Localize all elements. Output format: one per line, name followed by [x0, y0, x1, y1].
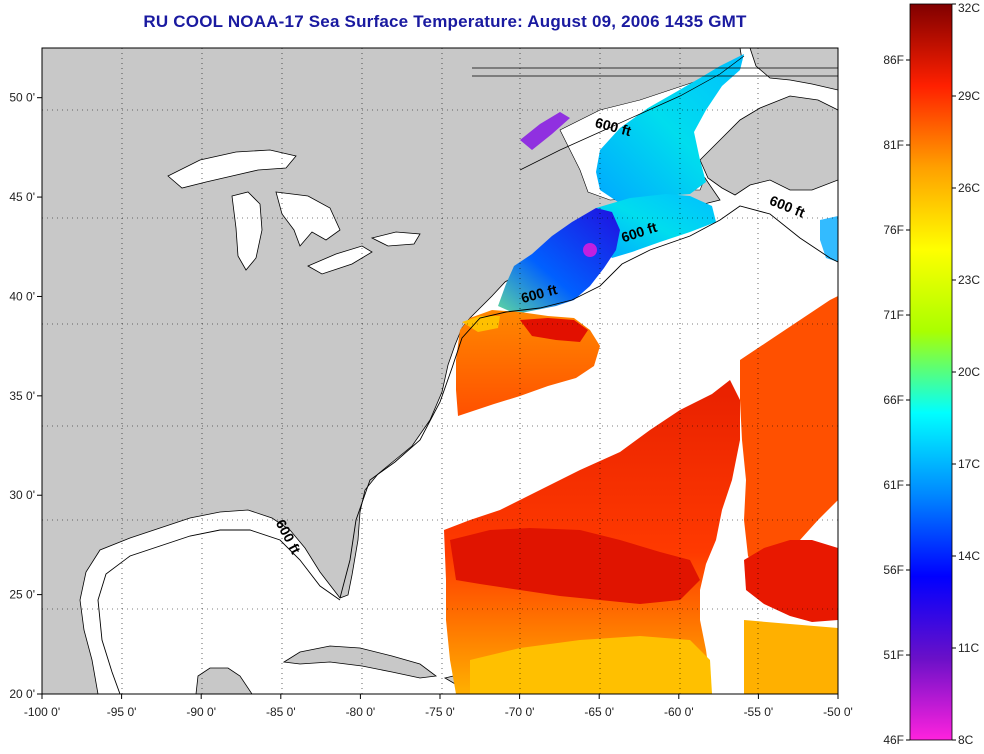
lake-michigan — [231, 191, 263, 271]
colorbar-label-f: 76F — [883, 223, 904, 237]
colorbar-label-f: 86F — [883, 53, 904, 67]
colorbar-label-c: 32C — [958, 1, 980, 15]
colorbar-label-c: 20C — [958, 365, 980, 379]
colorbar-label-c: 26C — [958, 181, 980, 195]
x-tick-label: -85 0' — [266, 705, 296, 719]
colorbar-label-c: 14C — [958, 549, 980, 563]
newfoundland-land — [699, 95, 838, 196]
y-axis: 50 0' 45 0' 40 0' 35 0' 30 0' 25 0' 20 0' — [9, 91, 42, 701]
sst-newfoundland-east — [820, 216, 838, 262]
x-tick-label: -90 0' — [186, 705, 216, 719]
isobath-stlawrence — [519, 55, 745, 171]
sst-east-south — [744, 540, 838, 622]
sst-east-band — [740, 296, 838, 574]
sst-scotian-shelf — [594, 194, 716, 258]
x-tick-label: -100 0' — [24, 705, 60, 719]
x-tick-label: -60 0' — [664, 705, 694, 719]
isobath-600ft — [339, 205, 838, 599]
cuba-land — [282, 645, 438, 679]
colorbar-label-f: 81F — [883, 138, 904, 152]
sst-st-lawrence-purple — [520, 112, 570, 150]
sst-mab-yellow — [462, 316, 500, 332]
map-title: RU COOL NOAA-17 Sea Surface Temperature:… — [143, 12, 747, 31]
y-tick-label: 45 0' — [9, 190, 35, 204]
y-tick-label: 30 0' — [9, 488, 35, 502]
sst-south-core — [450, 528, 700, 604]
colorbar-label-f: 66F — [883, 393, 904, 407]
sst-cold-north — [596, 54, 744, 202]
colorbar-label-c: 17C — [958, 457, 980, 471]
sst-gulf-of-maine — [498, 208, 620, 314]
colorbar-label-c: 29C — [958, 89, 980, 103]
yucatan-land — [195, 667, 253, 694]
y-tick-label: 40 0' — [9, 289, 35, 303]
x-tick-label: -70 0' — [505, 705, 535, 719]
isobath-gulf — [97, 529, 341, 694]
lake-ontario — [370, 231, 421, 247]
colorbar-label-f: 46F — [883, 733, 904, 747]
colorbar-label-f: 56F — [883, 563, 904, 577]
lake-huron — [275, 191, 341, 247]
sst-east-yellow — [744, 620, 838, 694]
colorbar-gradient — [909, 3, 953, 741]
x-tick-label: -50 0' — [823, 705, 853, 719]
colorbar-label-c: 23C — [958, 273, 980, 287]
colorbar-label-f: 71F — [883, 308, 904, 322]
colorbar-label-f: 51F — [883, 648, 904, 662]
x-axis: -100 0' -95 0' -90 0' -85 0' -80 0' -75 0' -70… — [24, 694, 853, 719]
sst-cold-spot — [583, 243, 597, 257]
x-tick-label: -75 0' — [425, 705, 455, 719]
colorbar: 32C 29C 26C 23C 20C 17C 14C 11C 8C 86F 81F 76F 71F 66… — [883, 1, 980, 747]
x-tick-label: -55 0' — [744, 705, 774, 719]
y-tick-label: 25 0' — [9, 588, 35, 602]
x-tick-label: -80 0' — [346, 705, 376, 719]
sst-south-yellow-edge — [470, 636, 712, 694]
x-tick-label: -65 0' — [584, 705, 614, 719]
colorbar-label-c: 8C — [958, 733, 974, 747]
x-tick-label: -95 0' — [107, 705, 137, 719]
colorbar-label-c: 11C — [958, 641, 979, 655]
lake-superior — [167, 149, 297, 189]
y-tick-label: 35 0' — [9, 389, 35, 403]
y-tick-label: 50 0' — [9, 91, 35, 105]
y-tick-label: 20 0' — [9, 687, 35, 701]
lake-erie — [307, 245, 373, 275]
colorbar-label-f: 61F — [883, 478, 904, 492]
